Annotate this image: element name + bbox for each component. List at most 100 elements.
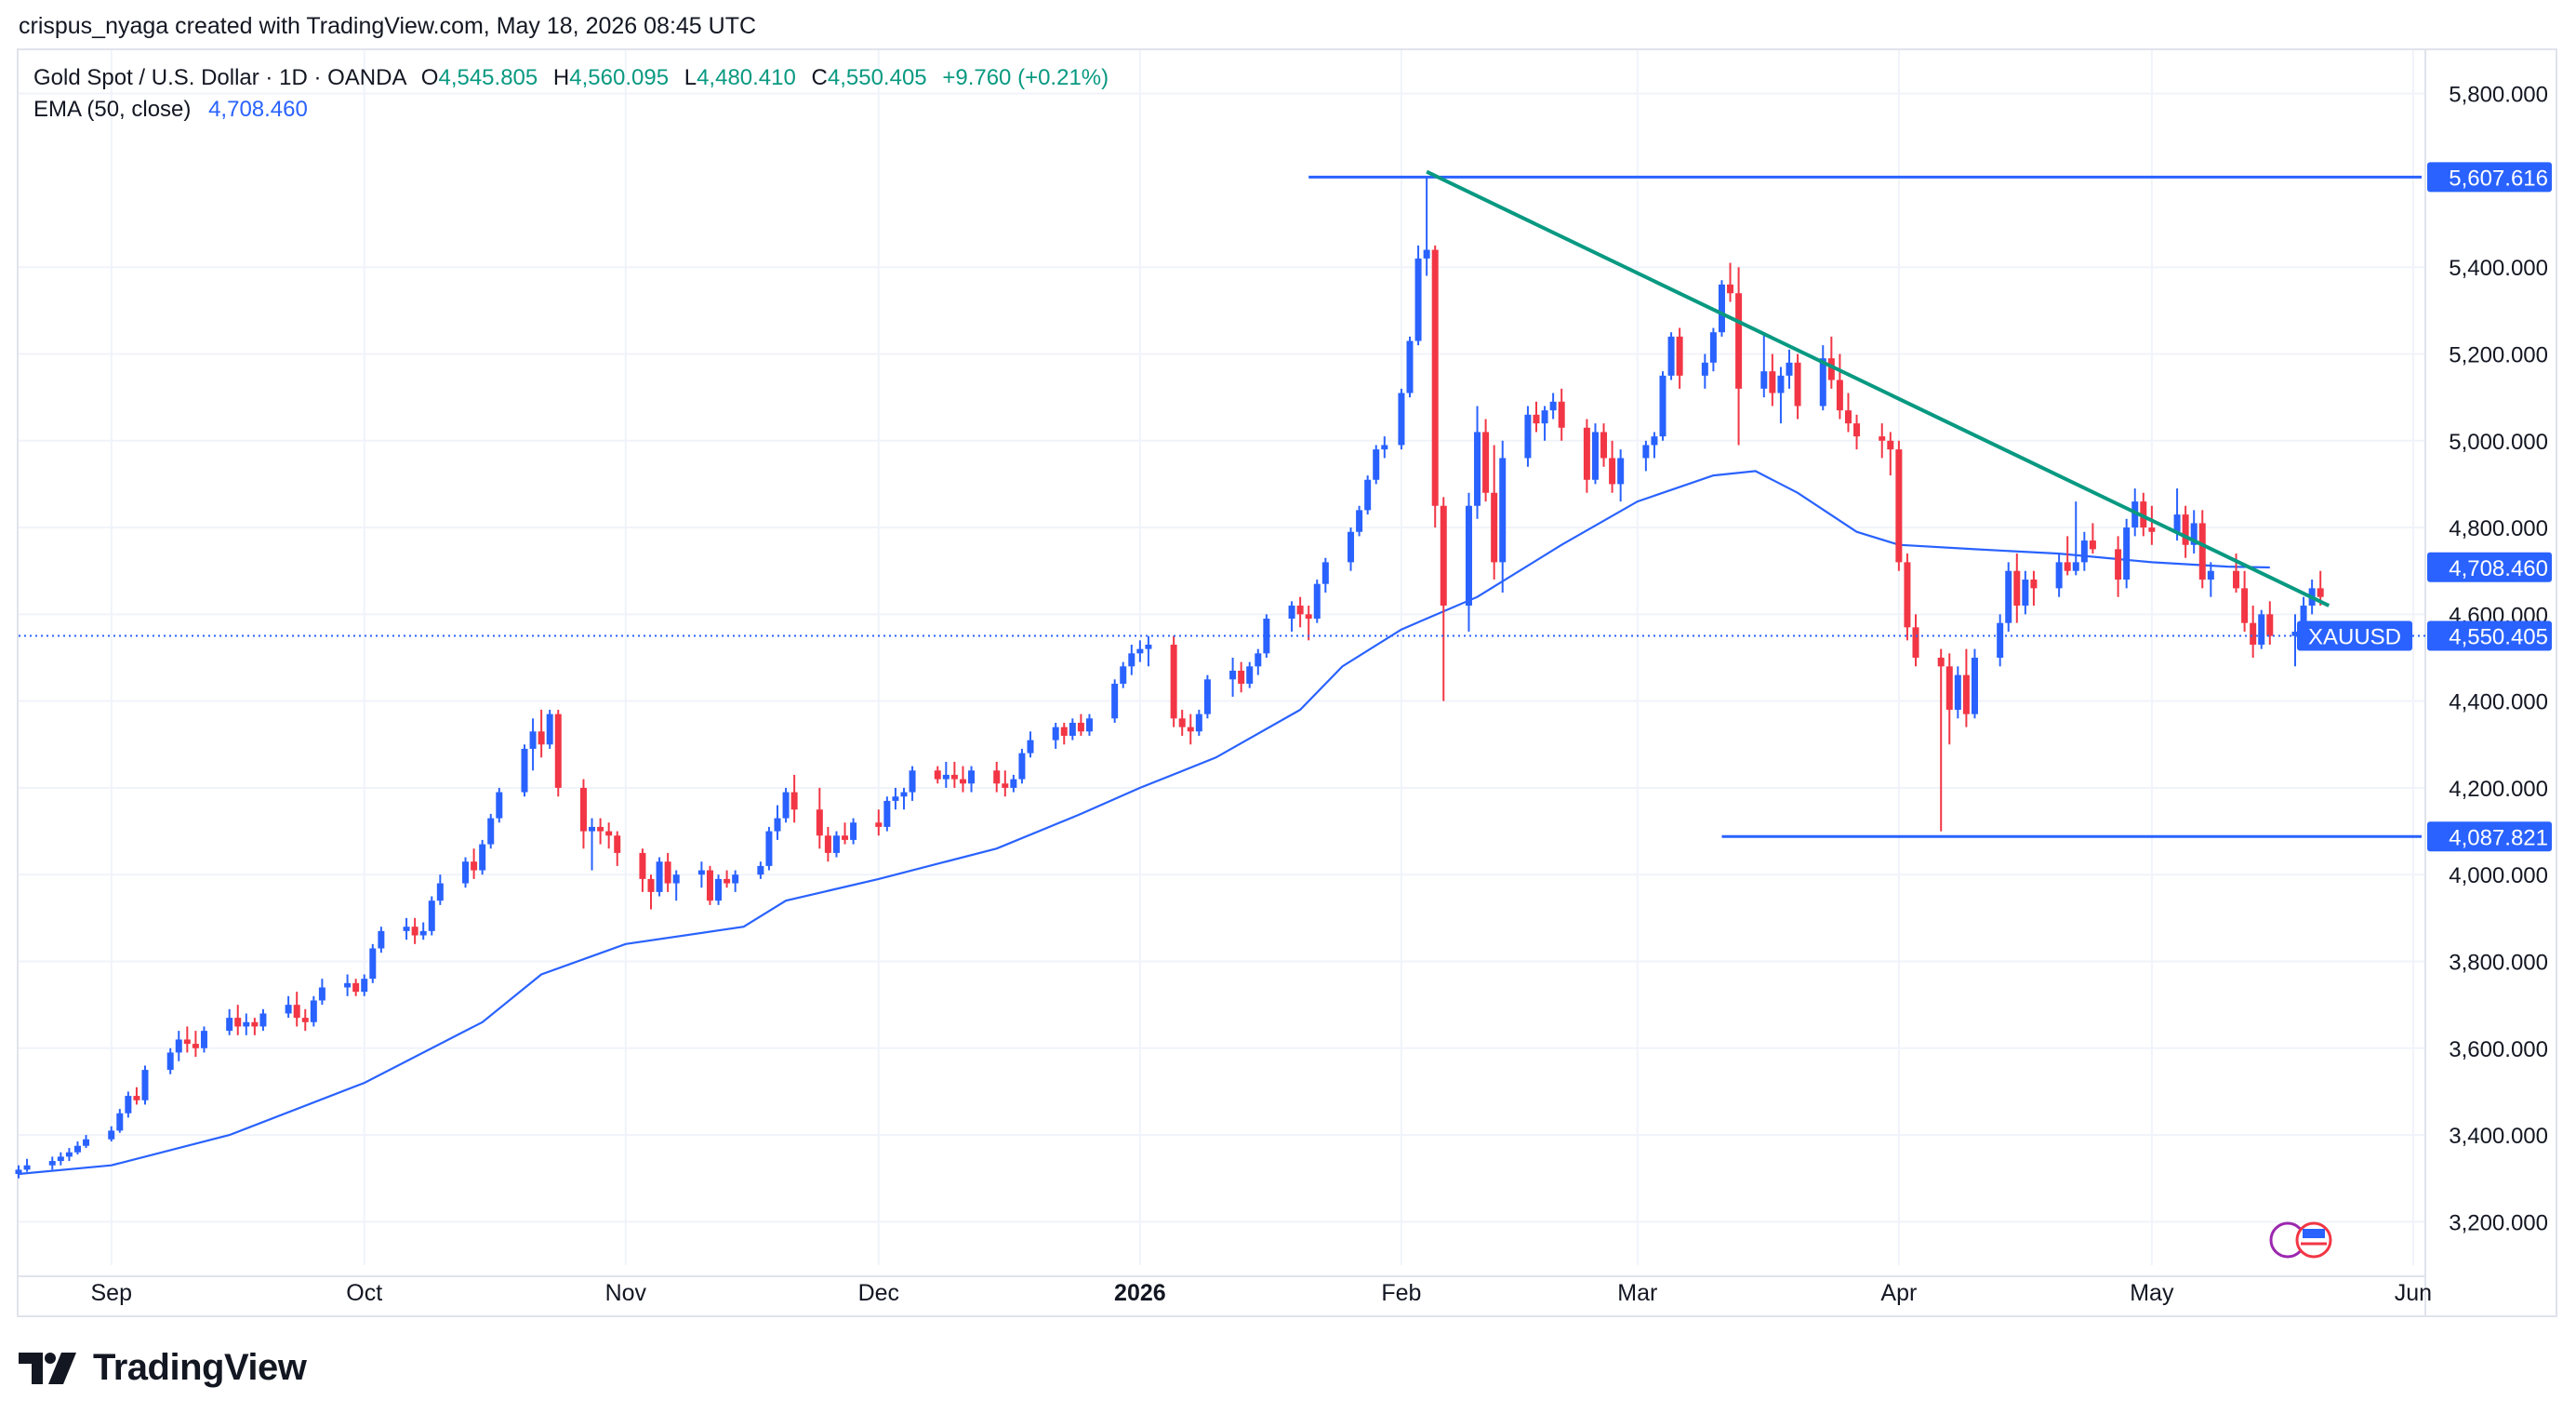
candle-body <box>1642 445 1650 459</box>
ema-line <box>18 470 2270 1176</box>
candle-body <box>1760 371 1768 389</box>
open-label: O <box>420 65 439 90</box>
x-tick-label: Nov <box>605 1280 647 1306</box>
price-chart[interactable]: 3,200.000 3,400.000 3,600.000 3,800.000 4,00… <box>0 0 2576 1330</box>
high-value: 4,560.095 <box>569 65 670 90</box>
candle-body <box>1718 284 1725 333</box>
close-value: 4,550.405 <box>827 65 927 90</box>
candle-body <box>1777 375 1785 393</box>
candle-body <box>2233 570 2240 589</box>
candle-body <box>2022 580 2029 607</box>
candle-body <box>301 1018 309 1022</box>
candle-body <box>1701 362 1708 376</box>
candle-body <box>65 1152 73 1157</box>
candle-body <box>1591 432 1599 480</box>
candle-body <box>1187 727 1194 732</box>
candle-body <box>479 844 486 871</box>
candle-body <box>226 1018 233 1032</box>
candle-body <box>1583 427 1590 480</box>
candle-body <box>790 792 798 810</box>
x-tick-label: Mar <box>1617 1280 1657 1306</box>
candle-body <box>1170 645 1177 719</box>
candle-body <box>1373 449 1380 480</box>
candle-body <box>1962 674 1970 714</box>
candle-body <box>487 818 495 845</box>
candle-body <box>1786 362 1793 376</box>
candle-body <box>672 874 680 884</box>
candle-body <box>1027 740 1034 754</box>
candle-body <box>774 818 781 832</box>
candle-body <box>2123 527 2131 580</box>
candle-body <box>2182 514 2189 545</box>
x-tick-label: Apr <box>1880 1280 1917 1306</box>
candle-body <box>1321 562 1329 584</box>
candle-body <box>1667 336 1675 376</box>
candle-body <box>1229 670 1237 680</box>
symbol-tag-bg <box>2297 620 2412 651</box>
y-tick-label: 5,800.000 <box>2449 83 2548 108</box>
change-value: +9.760 (+0.21%) <box>942 65 1109 90</box>
candle-body <box>259 1013 267 1027</box>
candle-body <box>361 979 368 993</box>
candle-body <box>403 927 410 931</box>
candle-body <box>251 1021 259 1027</box>
candle-body <box>1052 727 1059 740</box>
candle-body <box>832 835 840 853</box>
candle-body <box>639 852 646 879</box>
candle-body <box>436 883 444 901</box>
chart-attribution: crispus_nyaga created with TradingView.c… <box>19 13 757 39</box>
candle-body <box>782 792 790 819</box>
candle-body <box>2080 540 2088 563</box>
tradingview-logo-text: TradingView <box>93 1347 307 1388</box>
candle-body <box>1474 432 1481 506</box>
candle-body <box>1288 606 1295 620</box>
candle-body <box>538 731 545 745</box>
ema-price-badge-bg <box>2427 552 2552 582</box>
candle-body <box>1997 622 2004 658</box>
last-price-badge-bg <box>2427 620 2552 651</box>
candle-body <box>310 1000 317 1022</box>
ema-legend[interactable]: EMA (50, close) 4,708.460 <box>33 97 308 123</box>
candle-body <box>1381 445 1388 450</box>
y-tick-label: 4,800.000 <box>2449 516 2548 541</box>
candle-body <box>1794 362 1801 407</box>
candle-body <box>318 987 325 1001</box>
candle-body <box>2173 514 2181 532</box>
candle-body <box>1128 653 1135 667</box>
candle-body <box>1600 432 1608 459</box>
candle-body <box>765 831 773 866</box>
candle-body <box>2072 562 2079 571</box>
candle-body <box>909 770 916 793</box>
candle-body <box>133 1096 140 1100</box>
y-tick-label: 4,000.000 <box>2449 863 2548 888</box>
candle-body <box>1002 783 1009 788</box>
candle-body <box>1558 401 1565 428</box>
candle-body <box>1912 627 1919 658</box>
candle-body <box>1246 666 1254 684</box>
tradingview-logo-icon <box>19 1352 76 1384</box>
candle-body <box>1533 414 1540 424</box>
candle-body <box>73 1145 81 1153</box>
symbol-legend[interactable]: Gold Spot / U.S. Dollar · 1D · OANDA O4,… <box>33 65 1109 91</box>
tradingview-logo[interactable]: TradingView <box>19 1347 307 1389</box>
chart-frame[interactable] <box>17 48 2557 1317</box>
candle-body <box>850 822 857 840</box>
candle-body <box>175 1039 182 1053</box>
candle-body <box>1203 679 1211 714</box>
candle-body <box>1145 645 1152 649</box>
candle-body <box>1423 249 1430 259</box>
candle-body <box>1954 674 1961 710</box>
candle-body <box>2300 606 2307 633</box>
candle-body <box>1305 614 1312 620</box>
candle-body <box>1482 432 1490 493</box>
candle-body <box>125 1096 132 1114</box>
candle-body <box>656 861 663 892</box>
candle-body <box>614 835 621 853</box>
candle-body <box>1010 779 1017 788</box>
y-tick-label: 4,200.000 <box>2449 777 2548 802</box>
candle-body <box>1414 258 1422 341</box>
candle-body <box>1895 449 1903 563</box>
candle-body <box>352 982 360 993</box>
candle-body <box>2258 614 2265 646</box>
candle-body <box>1348 531 1355 563</box>
